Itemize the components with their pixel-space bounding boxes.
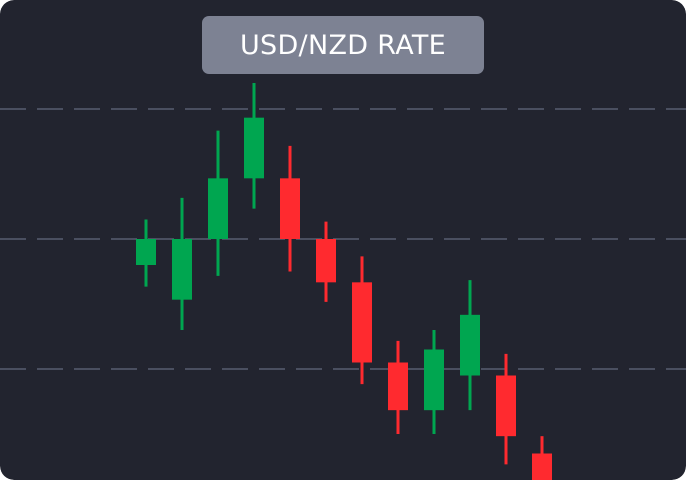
candle-2: [208, 130, 228, 276]
candles-group: [136, 83, 552, 480]
candle-8: [424, 330, 444, 434]
candle-body-down: [388, 362, 408, 411]
candle-body-down: [280, 178, 300, 239]
grid-lines: [0, 108, 686, 370]
candle-body-up: [172, 239, 192, 300]
candle-body-up: [244, 117, 264, 179]
candle-body-down: [532, 453, 552, 480]
candle-11: [532, 436, 552, 480]
candle-7: [388, 340, 408, 434]
candle-body-down: [316, 239, 336, 283]
candle-body-up: [460, 314, 480, 376]
candle-4: [280, 145, 300, 272]
candle-body-up: [136, 239, 156, 265]
chart-title: USD/NZD RATE: [202, 16, 484, 74]
candle-body-up: [424, 349, 444, 411]
candle-1: [172, 197, 192, 330]
candle-body-up: [208, 178, 228, 239]
candle-10: [496, 353, 516, 465]
candle-0: [136, 219, 156, 287]
candle-6: [352, 256, 372, 385]
candle-9: [460, 280, 480, 411]
candle-body-down: [496, 375, 516, 437]
candle-3: [244, 83, 264, 209]
candle-body-down: [352, 282, 372, 363]
candle-5: [316, 221, 336, 302]
